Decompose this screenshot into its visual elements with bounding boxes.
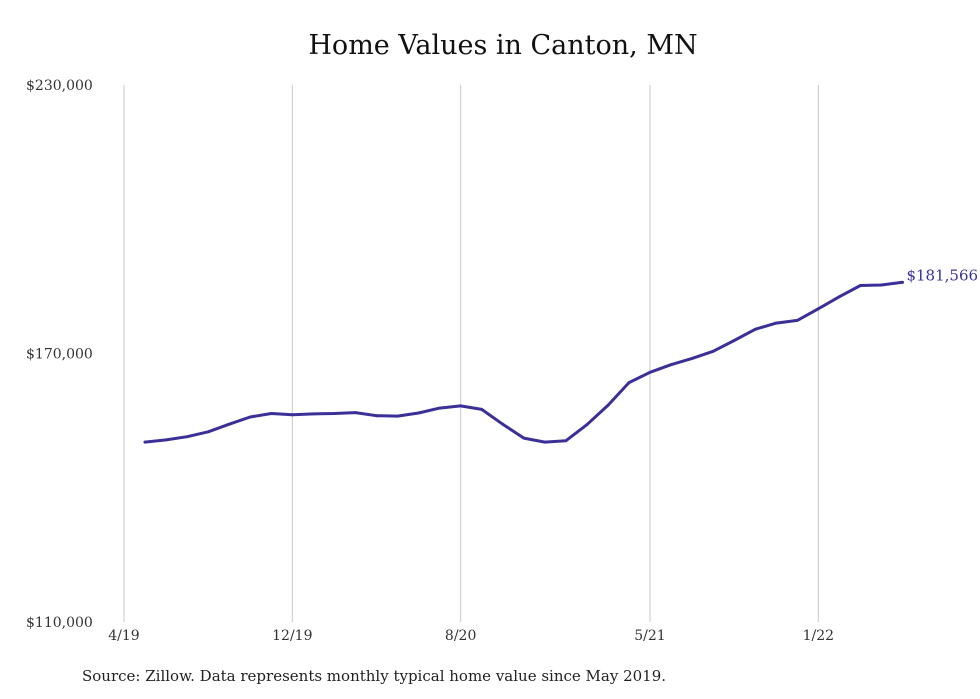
data-point-10 <box>354 411 357 414</box>
data-point-29 <box>753 327 757 331</box>
x-axis: 4/19 12/19 8/20 5/21 1/22 <box>108 628 834 644</box>
data-point-19 <box>543 440 547 444</box>
series-line <box>143 280 904 444</box>
data-point-4 <box>227 422 231 426</box>
data-point-27 <box>711 349 715 353</box>
data-point-12 <box>396 414 399 418</box>
data-point-30 <box>774 321 778 325</box>
source-note: Source: Zillow. Data represents monthly … <box>82 667 667 685</box>
x-tick-label-4: 1/22 <box>803 628 834 644</box>
x-tick-label-2: 8/20 <box>445 628 476 644</box>
data-point-5 <box>248 415 252 419</box>
data-point-31 <box>795 318 799 322</box>
series-group: $181,566 <box>143 266 978 444</box>
data-point-22 <box>606 404 610 407</box>
data-point-15 <box>459 404 463 408</box>
data-point-17 <box>501 422 505 426</box>
data-point-28 <box>732 339 736 342</box>
gridlines <box>123 85 819 622</box>
data-point-2 <box>185 435 189 439</box>
data-point-23 <box>627 381 631 384</box>
x-tick-label-3: 5/21 <box>634 628 665 644</box>
y-tick-label-0: $110,000 <box>26 615 93 631</box>
data-point-35 <box>880 283 883 287</box>
data-point-20 <box>564 439 568 443</box>
data-point-25 <box>669 363 673 367</box>
data-point-26 <box>690 357 694 360</box>
data-point-6 <box>269 412 273 415</box>
data-point-32 <box>816 307 820 311</box>
data-point-24 <box>648 370 652 374</box>
data-point-21 <box>585 423 589 427</box>
data-point-33 <box>837 295 841 299</box>
y-tick-label-2: $230,000 <box>26 78 93 94</box>
x-tick-label-1: 12/19 <box>272 628 312 644</box>
data-point-36 <box>901 280 904 284</box>
data-point-14 <box>438 406 441 410</box>
y-axis: $110,000 $170,000 $230,000 <box>26 78 93 631</box>
data-point-3 <box>206 430 210 434</box>
x-tick-label-0: 4/19 <box>108 628 139 644</box>
y-tick-label-1: $170,000 <box>26 347 93 363</box>
data-point-34 <box>859 284 862 287</box>
data-point-7 <box>290 413 294 417</box>
data-point-18 <box>522 436 526 440</box>
data-point-0 <box>143 440 147 444</box>
data-point-13 <box>417 411 420 415</box>
data-point-8 <box>311 412 315 416</box>
chart-title: Home Values in Canton, MN <box>308 30 698 61</box>
data-point-1 <box>164 438 168 442</box>
end-value-label: $181,566 <box>906 266 978 284</box>
data-point-16 <box>480 408 484 411</box>
data-point-11 <box>375 414 378 418</box>
data-point-9 <box>333 412 336 415</box>
